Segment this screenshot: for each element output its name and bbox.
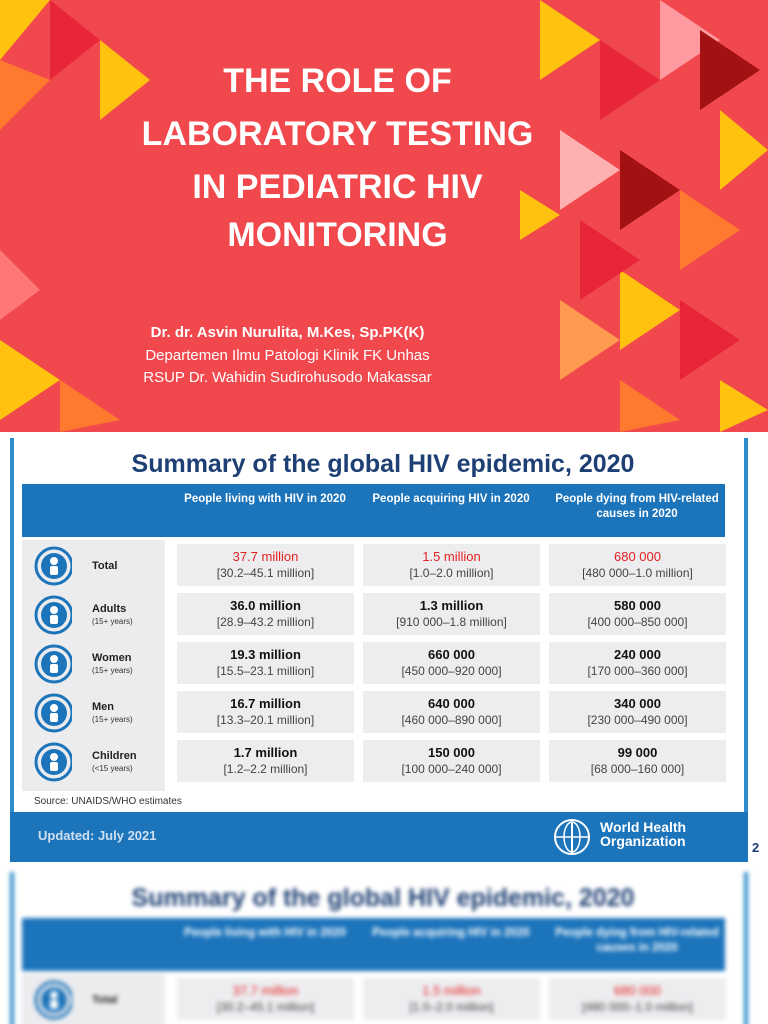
table-cell: 36.0 million [28.9–43.2 million]	[177, 593, 354, 635]
cell-range: [460 000–890 000]	[401, 713, 502, 727]
cell-range: [1.0–2.0 million]	[409, 566, 494, 580]
row-sublabel: (15+ years)	[92, 617, 133, 626]
cell-value: 240 000	[614, 647, 661, 662]
hospital: RSUP Dr. Wahidin Sudirohusodo Makassar	[143, 369, 432, 386]
cell-value: 680 000	[614, 549, 661, 564]
cell-range: [450 000–920 000]	[401, 664, 502, 678]
column-header: People dying from HIV-related causes in …	[555, 493, 719, 520]
row-label: Adults	[92, 603, 127, 615]
author: Dr. dr. Asvin Nurulita, M.Kes, Sp.PK(K)	[150, 324, 425, 341]
row-icon	[32, 693, 74, 733]
row-icon	[32, 980, 74, 1020]
cell-value: 1.3 million	[419, 598, 484, 613]
cell-value: 580 000	[614, 598, 661, 613]
table-cell: 640 000 [460 000–890 000]	[363, 691, 540, 733]
table-cell: 340 000 [230 000–490 000]	[549, 691, 726, 733]
row-label: Total	[92, 560, 118, 572]
cell-value: 680 000	[614, 983, 661, 998]
row-icon	[32, 742, 74, 782]
row-icon	[32, 546, 74, 586]
cell-value: 1.5 million	[422, 983, 481, 998]
slide-title: Summary of the global HIV epidemic, 2020	[131, 450, 635, 478]
cell-value: 16.7 million	[230, 696, 301, 711]
cell-value: 1.5 million	[422, 549, 481, 564]
title-line: LABORATORY TESTING	[141, 115, 534, 153]
table-cell: 19.3 million [15.5–23.1 million]	[177, 642, 354, 684]
table-cell: 99 000 [68 000–160 000]	[549, 740, 726, 782]
cell-range: [30.2–45.1 million]	[216, 566, 315, 580]
summary-slide: Summary of the global HIV epidemic, 2020…	[0, 434, 768, 864]
table-cell: 1.7 million [1.2–2.2 million]	[177, 740, 354, 782]
title-slide: THE ROLE OF LABORATORY TESTING IN PEDIAT…	[0, 0, 768, 432]
cell-value: 19.3 million	[230, 647, 301, 662]
cell-range: [170 000–360 000]	[587, 664, 688, 678]
row-sublabel: (<15 years)	[92, 764, 133, 773]
updated-date: Updated: July 2021	[38, 828, 157, 843]
cell-range: [1.2–2.2 million]	[223, 762, 308, 776]
column-header: People dying from HIV-related causes in …	[555, 927, 719, 954]
page-number: 2	[752, 840, 760, 855]
row-label: Children	[92, 750, 137, 762]
table-cell: 240 000 [170 000–360 000]	[549, 642, 726, 684]
cell-value: 150 000	[428, 745, 475, 760]
cell-value: 640 000	[428, 696, 475, 711]
cell-range: [480 000–1.0 million]	[582, 566, 693, 580]
row-label: Women	[92, 652, 132, 664]
cell-range: [28.9–43.2 million]	[216, 615, 315, 629]
cell-value: 36.0 million	[230, 598, 301, 613]
row-icon	[32, 644, 74, 684]
table-cell: 16.7 million [13.3–20.1 million]	[177, 691, 354, 733]
cell-range: [30.2–45.1 million]	[216, 1000, 315, 1014]
title-line: MONITORING	[227, 216, 448, 254]
cell-value: 37.7 million	[232, 549, 299, 564]
slide-footer: Updated: July 2021 World Health Organizati…	[10, 812, 748, 862]
cell-range: [480 000–1.0 million]	[582, 1000, 693, 1014]
table-cell: 680 000 [480 000–1.0 million]	[549, 544, 726, 586]
cell-range: [910 000–1.8 million]	[396, 615, 507, 629]
organization-name: World Health	[600, 819, 687, 835]
cell-range: [400 000–850 000]	[587, 615, 688, 629]
table-header: People living with HIV in 2020 People acq…	[22, 484, 725, 537]
slide-title: Summary of the global HIV epidemic, 2020	[131, 884, 635, 912]
who-emblem	[552, 817, 592, 857]
cell-range: [13.3–20.1 million]	[216, 713, 315, 727]
cell-value: 37.7 million	[232, 983, 299, 998]
column-header: People living with HIV in 2020	[184, 927, 346, 939]
organization-name: Organization	[600, 833, 686, 849]
cell-value: 99 000	[617, 745, 658, 760]
row-label: Men	[92, 701, 114, 713]
table-cell: 680 000 [480 000–1.0 million]	[549, 978, 726, 1020]
title-line: IN PEDIATRIC HIV	[192, 168, 483, 206]
cell-range: [100 000–240 000]	[401, 762, 502, 776]
cell-value: 1.7 million	[233, 745, 298, 760]
table-cell: 580 000 [400 000–850 000]	[549, 593, 726, 635]
row-label: Total	[92, 994, 118, 1006]
table-header: People living with HIV in 2020 People acq…	[22, 918, 725, 971]
title-line: THE ROLE OF	[223, 62, 452, 100]
row-icon	[32, 595, 74, 635]
column-header: People living with HIV in 2020	[184, 493, 346, 505]
table-cell: 660 000 [450 000–920 000]	[363, 642, 540, 684]
table-cell: 37.7 million [30.2–45.1 million]	[177, 978, 354, 1020]
column-header: People acquiring HIV in 2020	[372, 493, 530, 505]
source-note: Source: UNAIDS/WHO estimates	[34, 796, 182, 807]
cell-range: [230 000–490 000]	[587, 713, 688, 727]
table-cell: 1.5 million [1.0–2.0 million]	[363, 978, 540, 1020]
table-cell: 1.3 million [910 000–1.8 million]	[363, 593, 540, 635]
cell-range: [68 000–160 000]	[590, 762, 685, 776]
column-header: People acquiring HIV in 2020	[372, 927, 530, 939]
cell-range: [15.5–23.1 million]	[216, 664, 315, 678]
table-cell: 37.7 million [30.2–45.1 million]	[177, 544, 354, 586]
cell-range: [1.0–2.0 million]	[409, 1000, 494, 1014]
row-sublabel: (15+ years)	[92, 715, 133, 724]
cell-value: 340 000	[614, 696, 661, 711]
triangle-pattern	[0, 0, 768, 432]
cell-value: 660 000	[428, 647, 475, 662]
table-cell: 1.5 million [1.0–2.0 million]	[363, 544, 540, 586]
preview-slide: Summary of the global HIV epidemic, 2020…	[0, 868, 768, 1024]
table-cell: 150 000 [100 000–240 000]	[363, 740, 540, 782]
department: Departemen Ilmu Patologi Klinik FK Unhas	[145, 347, 430, 364]
row-sublabel: (15+ years)	[92, 666, 133, 675]
